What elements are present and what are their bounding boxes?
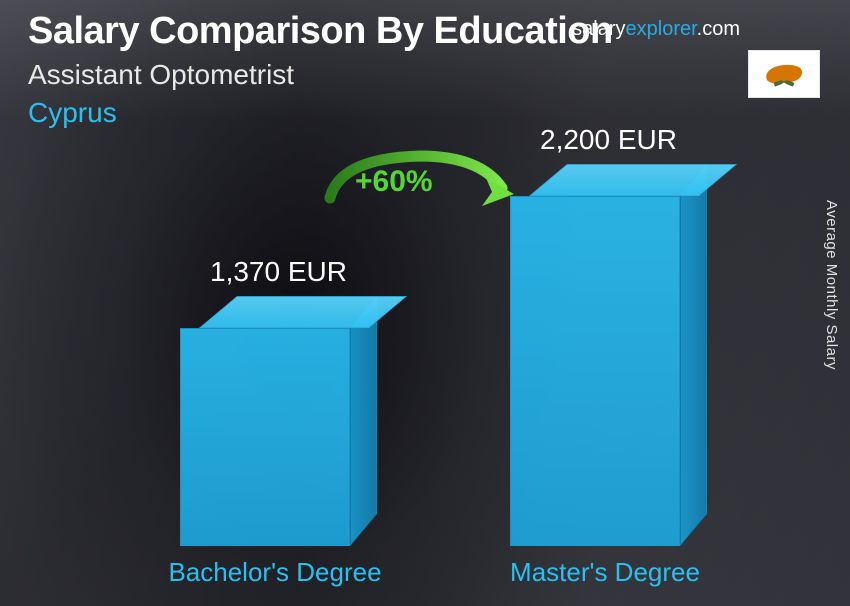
brand-part-1: salary <box>572 18 625 40</box>
brand-logo: salaryexplorer.com <box>572 18 740 41</box>
chart-area: +60% 1,370 EUR Bachelor's Degree 2,200 EUR… <box>0 150 850 606</box>
brand-part-2: explorer <box>626 18 697 40</box>
country-name: Cyprus <box>28 97 822 129</box>
bar-front-face <box>510 196 680 546</box>
bar-side-face <box>350 296 377 546</box>
bar-3d <box>510 196 680 546</box>
bar-1: 2,200 EUR <box>510 196 680 546</box>
job-subtitle: Assistant Optometrist <box>28 59 822 91</box>
bar-value-label: 1,370 EUR <box>210 256 347 288</box>
flag-olive-branches <box>772 81 796 89</box>
bar-category-label: Bachelor's Degree <box>145 557 405 588</box>
brand-part-3: .com <box>697 18 740 40</box>
country-flag-icon <box>748 50 820 98</box>
increase-percentage-badge: +60% <box>355 165 433 199</box>
bar-0: 1,370 EUR <box>180 328 350 546</box>
bar-category-label: Master's Degree <box>475 557 735 588</box>
bar-3d <box>180 328 350 546</box>
bar-side-face <box>680 164 707 546</box>
bar-front-face <box>180 328 350 546</box>
bar-value-label: 2,200 EUR <box>540 124 677 156</box>
